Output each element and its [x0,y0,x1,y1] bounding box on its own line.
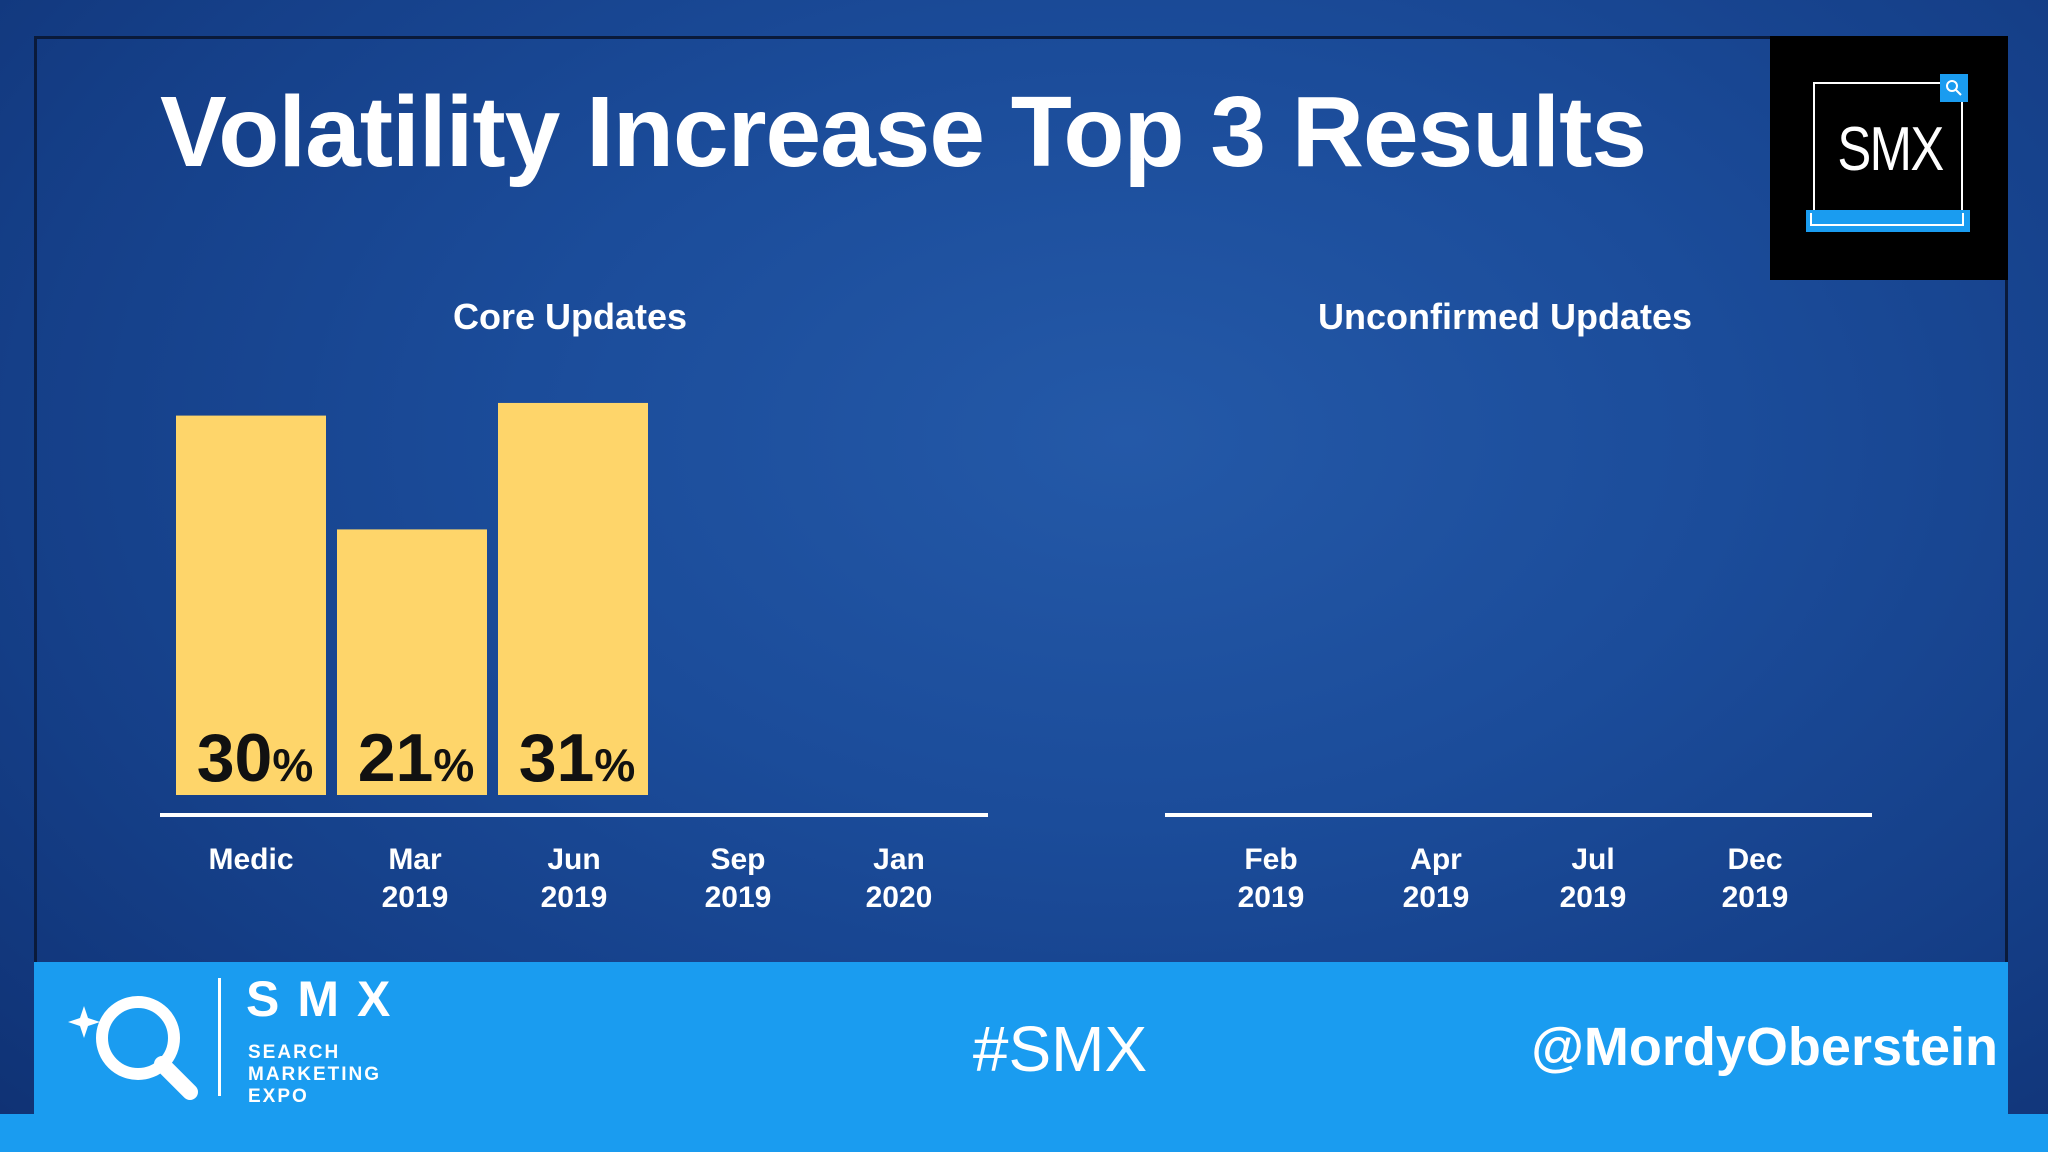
x-tick-label: 2019 [541,881,608,914]
chart-title-unconfirmed-updates: Unconfirmed Updates [1317,296,1693,337]
bar [337,529,487,795]
x-tick-label: 2019 [1403,881,1470,914]
smx-logo: SMX [1770,36,2008,280]
x-tick-label: 2019 [1238,881,1305,914]
footer-brand-sub-line: SEARCH [248,1042,341,1063]
x-tick-label: Jul [1571,843,1614,876]
bar [176,415,326,795]
x-tick-label: Jun [547,843,600,876]
footer-bar: SMX SEARCH MARKETING EXPO #SMX @MordyObe… [34,962,2008,1114]
smx-logo-bar [1806,210,1970,232]
x-tick-label: 2020 [866,881,933,914]
footer-brand-sub: SEARCH MARKETING EXPO [248,1042,381,1108]
bar [498,402,648,795]
footer-brand-sub-line: EXPO [248,1086,309,1107]
x-tick-label: Medic [208,843,293,876]
x-tick-label: 2019 [382,881,449,914]
x-tick-label: Sep [710,843,765,876]
x-tick-label: 2019 [705,881,772,914]
x-tick-label: Mar [388,843,442,876]
magnifier-icon [1940,74,1968,102]
x-tick-label: Feb [1244,843,1297,876]
footer-brand-sub-line: MARKETING [248,1064,382,1085]
bar-value-label: 21% [358,720,475,796]
x-tick-label: Jan [873,843,925,876]
slide-title: Volatility Increase Top 3 Results [160,76,1647,188]
chart-title-core-updates: Core Updates [452,296,688,337]
x-tick-label: 2019 [1722,881,1789,914]
footer-divider [218,978,221,1096]
bar-value-label: 31% [519,720,636,796]
x-tick-label: Apr [1410,843,1462,876]
bar-value-label: 30% [197,720,314,796]
bottom-strip [0,1114,2048,1152]
smx-logo-text: SMX [1837,115,1944,184]
x-tick-label: 2019 [1560,881,1627,914]
smx-magnifier-sparkle-icon [44,976,224,1106]
footer-hashtag: #SMX [972,1013,1148,1085]
x-tick-label: Dec [1727,843,1782,876]
footer-brand: SMX [246,971,409,1027]
footer-handle: @MordyOberstein [1531,1017,1998,1077]
